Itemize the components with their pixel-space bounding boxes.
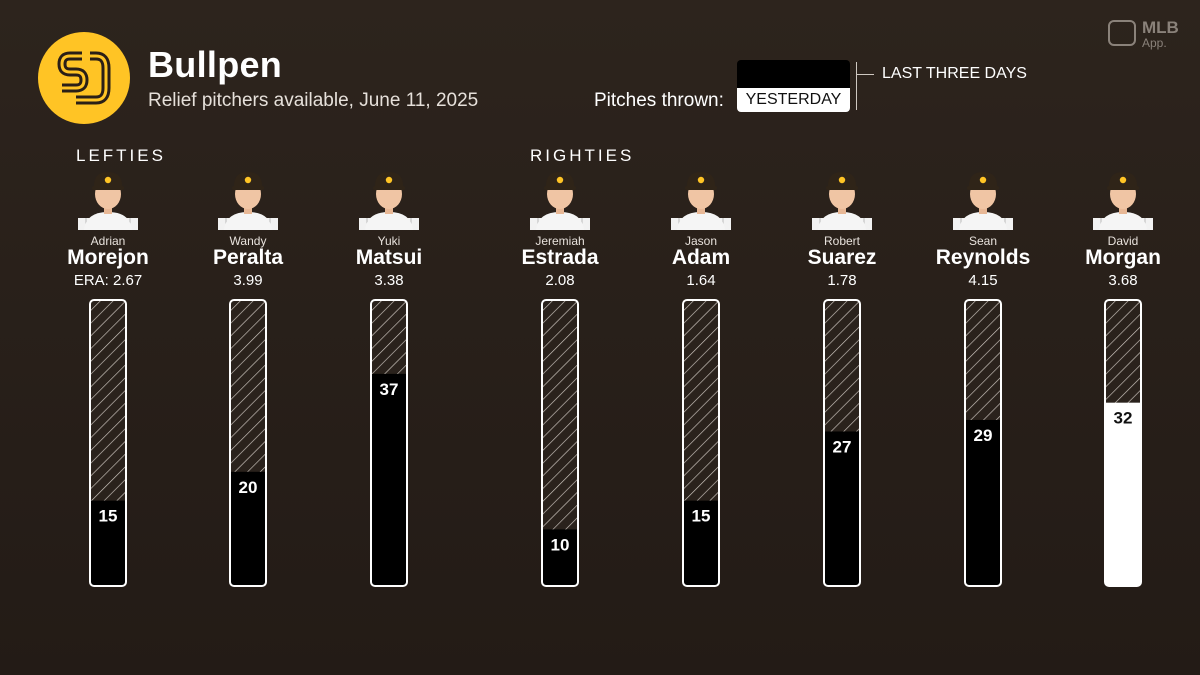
pitch-bar-svg: 20 — [229, 299, 267, 587]
legend-bracket — [856, 62, 857, 110]
chart-subtitle: Relief pitchers available, June 11, 2025 — [148, 90, 479, 111]
player-first-name: Sean — [968, 234, 998, 248]
pitch-bar-svg: 15 — [89, 299, 127, 587]
player-era: 3.68 — [1108, 272, 1138, 289]
bar-value-label: 15 — [692, 507, 711, 526]
bar-value-label: 37 — [380, 380, 399, 399]
player-first-name: Jeremiah — [535, 234, 585, 248]
player-last-name: Morgan — [1085, 246, 1161, 269]
player-last-name: Reynolds — [935, 246, 1031, 269]
pitcher-column: Sean Reynolds 4.15 29 — [913, 168, 1053, 593]
bar-pitches-fill — [824, 431, 860, 586]
player-first-name: Yuki — [377, 234, 401, 248]
player-last-name: Peralta — [212, 246, 284, 269]
player-headshot — [357, 168, 421, 230]
pitcher-column: David Morgan 3.68 32 — [1053, 168, 1193, 593]
pitch-bar-svg: 27 — [823, 299, 861, 587]
pitch-bar: 15 — [89, 299, 127, 587]
bar-outline — [1104, 299, 1142, 587]
bar-value-label: 27 — [833, 437, 852, 456]
pitch-bar: 10 — [541, 299, 579, 587]
pitch-bar: 15 — [682, 299, 720, 587]
bar-value-label: 29 — [974, 426, 993, 445]
bar-value-label: 20 — [239, 478, 258, 497]
player-headshot — [1091, 168, 1155, 230]
pitch-bar-svg: 32 — [1104, 299, 1142, 587]
pitch-bar-svg: 29 — [964, 299, 1002, 587]
player-last-name: Adam — [671, 246, 731, 269]
group-label-righties: RIGHTIES — [530, 146, 635, 165]
bar-value-label: 32 — [1114, 409, 1133, 428]
bar-outline — [682, 299, 720, 587]
chart-title: Bullpen — [148, 44, 283, 85]
bar-pitches-fill — [230, 471, 266, 586]
bar-outline — [823, 299, 861, 587]
mlb-app-logo: MLB App. — [1108, 18, 1182, 52]
player-headshot — [528, 168, 592, 230]
player-headshot — [810, 168, 874, 230]
pitch-bar: 20 — [229, 299, 267, 587]
pitch-bar-svg: 10 — [541, 299, 579, 587]
legend-bracket-tick — [856, 74, 874, 75]
mlb-icon — [1108, 20, 1136, 46]
player-era: ERA: 2.67 — [73, 272, 143, 289]
player-era: 2.08 — [545, 272, 575, 289]
player-first-name: Wandy — [229, 234, 267, 248]
player-last-name: Morejon — [67, 246, 149, 269]
mlb-app-name: MLB — [1142, 18, 1179, 37]
pitch-bar: 29 — [964, 299, 1002, 587]
bar-outline — [89, 299, 127, 587]
group-label-lefties: LEFTIES — [76, 146, 166, 165]
player-last-name: Matsui — [355, 246, 423, 269]
pitcher-column: Adrian Morejon ERA: 2.67 15 — [38, 168, 178, 593]
player-last-name: Suarez — [807, 246, 877, 269]
bar-pitches-fill — [1105, 402, 1141, 586]
bar-pitches-fill — [965, 419, 1001, 586]
pitch-bar: 37 — [370, 299, 408, 587]
bar-outline — [541, 299, 579, 587]
pitcher-column: Jason Adam 1.64 15 — [631, 168, 771, 593]
player-last-name: Estrada — [521, 246, 599, 269]
player-headshot — [669, 168, 733, 230]
player-era: 3.38 — [374, 272, 404, 289]
bar-value-label: 15 — [99, 507, 118, 526]
player-headshot — [216, 168, 280, 230]
pitcher-column: Robert Suarez 1.78 27 — [772, 168, 912, 593]
bar-pitches-fill — [90, 500, 126, 586]
player-era: 4.15 — [968, 272, 998, 289]
pitch-bar: 27 — [823, 299, 861, 587]
pitch-bar-svg: 15 — [682, 299, 720, 587]
bar-outline — [370, 299, 408, 587]
bar-pitches-fill — [371, 373, 407, 586]
player-era: 3.99 — [233, 272, 263, 289]
player-first-name: David — [1107, 234, 1139, 248]
player-headshot — [951, 168, 1015, 230]
bar-pitches-fill — [683, 500, 719, 586]
player-era: 1.78 — [827, 272, 857, 289]
mlb-app-sub: App. — [1142, 36, 1167, 50]
player-first-name: Robert — [823, 234, 861, 248]
player-first-name: Jason — [684, 234, 718, 248]
legend-swatch-last-three-days — [737, 60, 850, 88]
bar-pitches-fill — [542, 529, 578, 586]
legend-swatch-yesterday: YESTERDAY — [737, 88, 850, 112]
padres-logo — [38, 32, 130, 124]
bar-value-label: 10 — [551, 535, 570, 554]
bar-outline — [229, 299, 267, 587]
pitcher-column: Wandy Peralta 3.99 20 — [178, 168, 318, 593]
pitch-bar: 32 — [1104, 299, 1142, 587]
player-headshot — [76, 168, 140, 230]
legend-last-three-days-label: LAST THREE DAYS — [882, 65, 1027, 82]
pitcher-column: Jeremiah Estrada 2.08 10 — [490, 168, 630, 593]
pitcher-column: Yuki Matsui 3.38 37 — [319, 168, 459, 593]
bar-outline — [964, 299, 1002, 587]
legend-label: Pitches thrown: — [594, 90, 724, 111]
player-era: 1.64 — [686, 272, 716, 289]
pitch-bar-svg: 37 — [370, 299, 408, 587]
player-first-name: Adrian — [90, 234, 126, 248]
